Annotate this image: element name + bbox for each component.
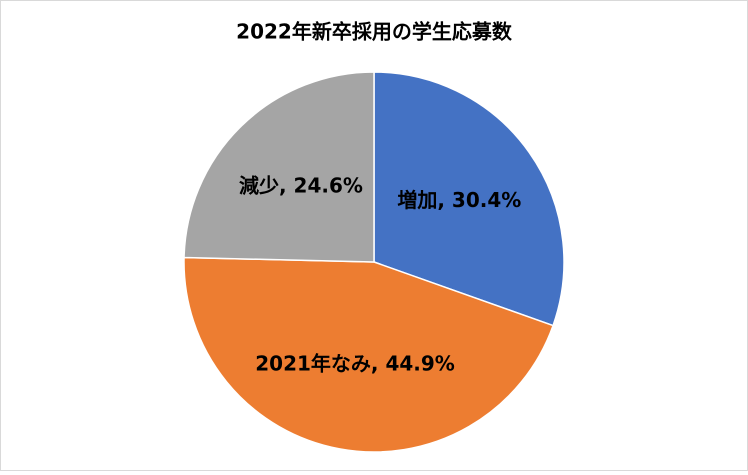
pie-slice <box>183 71 375 263</box>
pie-slice <box>183 256 555 453</box>
data-label: 減少, 24.6% <box>239 174 363 198</box>
data-label: 増加, 30.4% <box>397 188 521 212</box>
pie-slice <box>373 71 565 327</box>
chart-title: 2022年新卒採用の学生応募数 <box>236 20 513 44</box>
data-label: 2021年なみ, 44.9% <box>255 351 455 375</box>
